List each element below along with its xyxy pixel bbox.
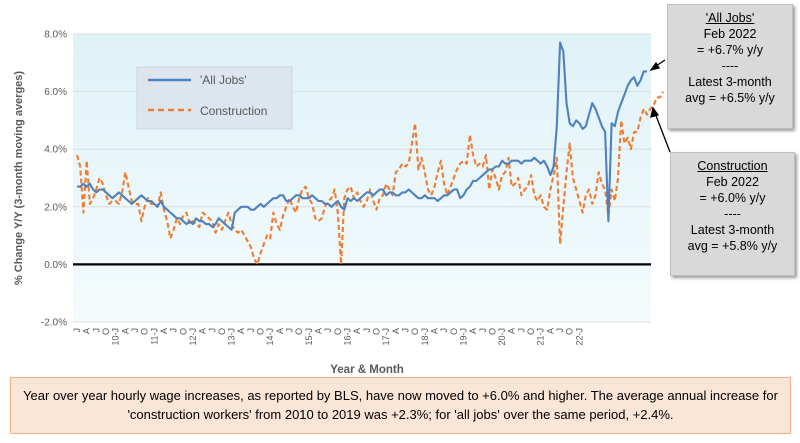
arrow-construction (654, 112, 671, 153)
callout-arrows (649, 59, 671, 153)
x-tick-label: O (410, 328, 420, 335)
x-tick-label: J (130, 328, 140, 333)
x-tick-label: O (333, 328, 343, 335)
chart-caption: Year over year hourly wage increases, as… (10, 377, 791, 434)
callout-all-jobs-sep: ---- (721, 59, 739, 73)
legend-construction-label: Construction (200, 104, 267, 118)
x-tick-label: O (294, 328, 304, 335)
x-tick-label: O (487, 328, 497, 335)
x-tick-label: O (217, 328, 227, 335)
x-tick-label: 19-J (458, 328, 468, 346)
x-tick-label: 14-J (265, 328, 275, 346)
arrow-all-jobs-head (649, 61, 661, 72)
callout-all-jobs-line4: avg = +6.5% y/y (685, 91, 775, 105)
x-tick-label: A (507, 328, 517, 334)
y-tick-label: 6.0% (44, 87, 67, 98)
x-tick-label: O (526, 328, 536, 335)
arrow-construction-head (650, 106, 660, 118)
y-tick-label: -2.0% (41, 318, 67, 329)
callout-construction-line4: avg = +5.8% y/y (687, 239, 778, 253)
x-axis-label: Year & Month (330, 364, 403, 376)
x-tick-label: O (101, 328, 111, 335)
x-tick-label: J (323, 328, 333, 333)
x-tick-label: 13-J (227, 328, 237, 346)
x-tick-label: 21-J (536, 328, 546, 346)
callout-construction-sep: ---- (724, 207, 741, 221)
x-tick-label: O (140, 328, 150, 335)
x-tick-label: 18-J (420, 328, 430, 346)
x-tick-label: A (468, 328, 478, 334)
x-tick-label: J (285, 328, 295, 333)
y-tick-label: 0.0% (44, 260, 67, 271)
x-tick-label: 15-J (304, 328, 314, 346)
x-tick-label: J (362, 328, 372, 333)
x-tick-label: J (91, 328, 101, 333)
all-jobs-series-line (77, 41, 647, 231)
x-tick-label: J (439, 328, 449, 333)
x-tick-label: J (516, 328, 526, 333)
x-tick-label: A (236, 328, 246, 334)
x-tick-label: O (449, 328, 459, 335)
x-tick-label: J (207, 328, 217, 333)
x-tick-label: O (256, 328, 266, 335)
x-tick-label: 12-J (188, 328, 198, 346)
x-tick-label: J (246, 328, 256, 333)
callout-all-jobs: 'All Jobs' Feb 2022 = +6.7% y/y ---- Lat… (667, 4, 793, 129)
callout-construction-line2: = +6.0% y/y (699, 191, 766, 205)
legend: 'All Jobs' Construction (136, 66, 293, 130)
y-axis-label: % Change Y/Y (3-month moving averges) (13, 71, 25, 285)
callout-all-jobs-line3: Latest 3-month (688, 75, 772, 89)
callout-all-jobs-line2: = +6.7% y/y (696, 43, 763, 57)
x-tick-label: 16-J (343, 328, 353, 346)
callout-all-jobs-title: 'All Jobs' (705, 11, 755, 25)
y-tick-label: 2.0% (44, 202, 67, 213)
x-tick-label: A (352, 328, 362, 334)
x-tick-label: 20-J (497, 328, 507, 346)
callout-construction-line1: Feb 2022 (706, 175, 759, 189)
callout-construction: Construction Feb 2022 = +6.0% y/y ---- L… (670, 152, 795, 276)
x-tick-label: 17-J (381, 328, 391, 346)
x-tick-label: A (159, 328, 169, 334)
x-tick-label: 22-J (574, 328, 584, 346)
construction-series-line (75, 91, 665, 266)
x-tick-label: A (429, 328, 439, 334)
x-tick-label: A (82, 328, 92, 334)
x-tick-label: J (169, 328, 179, 333)
x-tick-label: A (391, 328, 401, 334)
x-tick-label: A (275, 328, 285, 334)
x-tick-label: J (72, 328, 82, 333)
x-tick-label: J (555, 328, 565, 333)
x-tick-label: A (198, 328, 208, 334)
legend-box (136, 66, 293, 130)
callout-construction-line3: Latest 3-month (690, 223, 775, 237)
x-tick-label: O (178, 328, 188, 335)
x-tick-label: J (400, 328, 410, 333)
x-tick-label: A (545, 328, 555, 334)
callout-all-jobs-line1: Feb 2022 (703, 27, 757, 41)
legend-all-jobs-label: 'All Jobs' (200, 73, 247, 87)
y-tick-label: 4.0% (44, 145, 67, 156)
callout-construction-title: Construction (697, 159, 768, 173)
x-tick-label: O (371, 328, 381, 335)
x-tick-label: A (120, 328, 130, 334)
x-tick-label: J (478, 328, 488, 333)
x-tick-label: A (314, 328, 324, 334)
x-tick-label: O (565, 328, 575, 335)
x-tick-label: 11-J (149, 328, 159, 345)
x-tick-label: 10-J (111, 328, 121, 346)
y-tick-label: 8.0% (44, 30, 67, 41)
